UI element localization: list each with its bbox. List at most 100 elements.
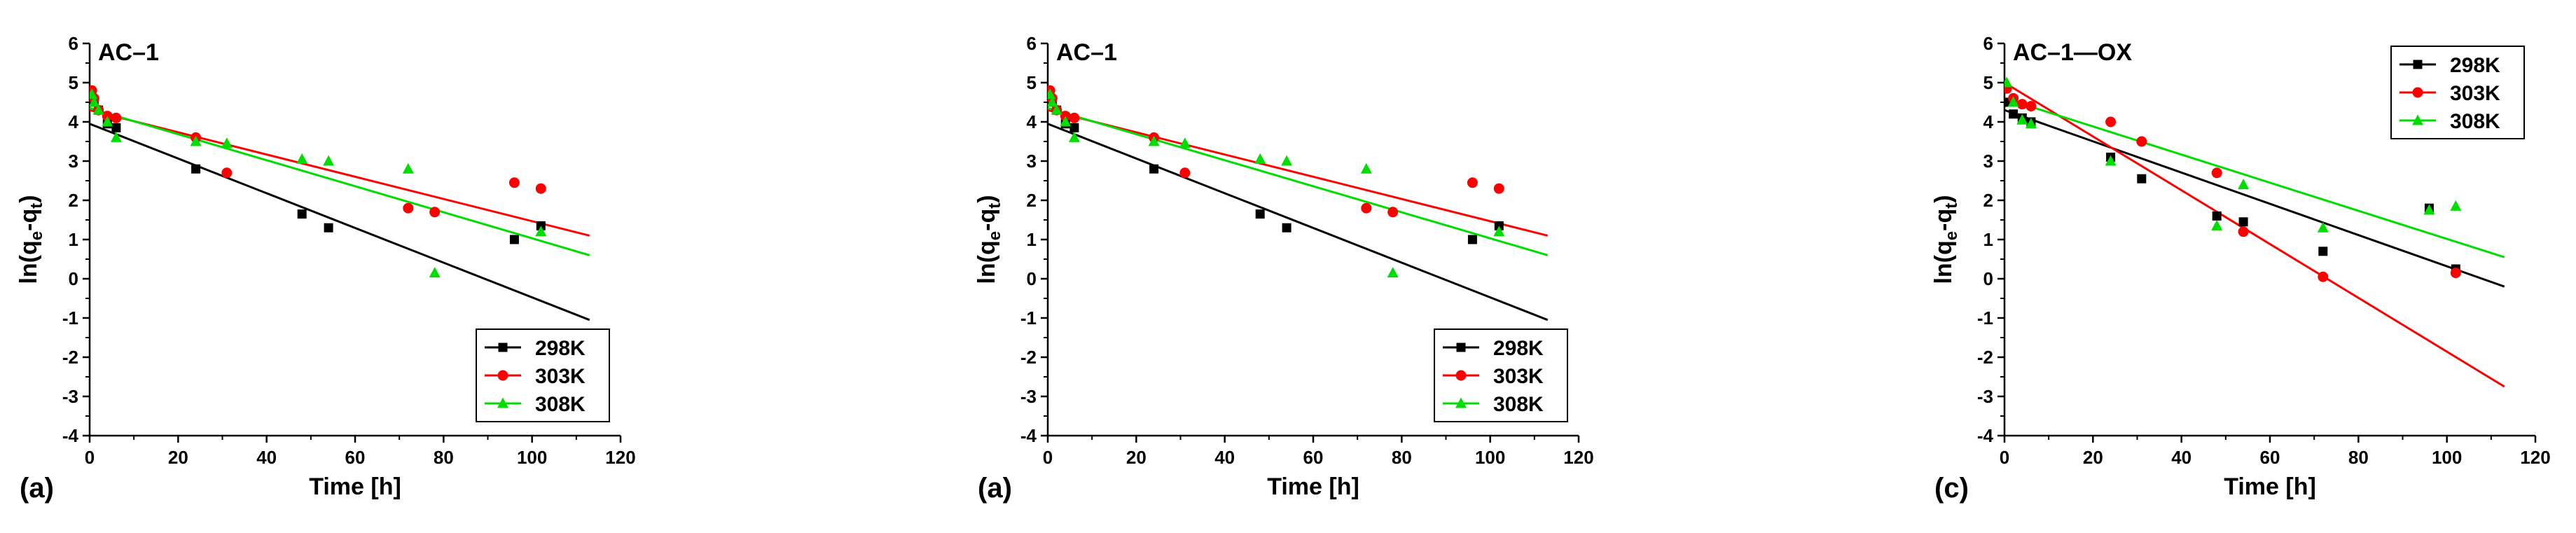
panel-title: AC–1—OX [2013,39,2132,66]
legend-marker-308K [2412,114,2423,125]
x-tick-label: 80 [434,447,454,468]
x-tick-label: 60 [2260,447,2280,468]
data-point-308K [1048,88,1056,99]
x-tick-label: 120 [2520,447,2550,468]
plot-area [90,85,590,321]
data-point-308K [1254,153,1266,164]
data-point-298K [2004,97,2011,107]
fit-line-303K [1048,109,1549,237]
data-point-308K [1060,116,1072,127]
data-point-308K [1068,131,1080,142]
legend: 298K 303K 308K [2390,46,2525,139]
y-tick-label: -2 [1020,347,1037,368]
panel-letter: (a) [20,473,54,504]
y-axis-title-part: ln(q [974,240,1000,284]
data-point-308K [2004,76,2013,88]
y-tick-label: 0 [69,268,78,289]
data-point-308K [1281,155,1293,166]
plot-area [1048,85,1549,321]
x-tick-label: 80 [2348,447,2369,468]
fit-line-298K [2004,109,2505,288]
y-tick-label: 3 [69,151,78,172]
fit-line-298K [90,123,590,321]
data-point-298K [2238,217,2248,227]
data-point-298K [2212,211,2222,221]
data-point-308K [2105,155,2117,166]
x-tick-label: 20 [2083,447,2103,468]
y-tick-label: -1 [1020,307,1037,328]
y-tick-label: -1 [62,307,78,328]
data-point-308K [1493,226,1505,237]
legend-label: 298K [535,337,586,360]
y-axis-title-part: e [985,231,1004,240]
data-point-298K [324,223,333,233]
y-axis-title-part: t [27,203,46,209]
data-point-298K [509,235,519,244]
data-point-303K [2136,136,2147,147]
data-point-308K [1148,135,1160,146]
x-tick-label: 100 [2432,447,2462,468]
data-point-308K [2238,179,2250,190]
legend-label: 303K [2450,82,2500,105]
y-tick-label: 2 [69,190,78,211]
legend-marker-308K [497,397,508,408]
x-tick-label: 60 [1303,447,1324,468]
y-axis-title-part: ln(q [1930,240,1957,284]
data-point-303K [403,202,414,214]
legend-label: 303K [535,365,586,388]
y-tick-label: 2 [1983,190,1993,211]
y-axis-title-part: -q [974,209,1000,231]
y-axis-title-part: -q [15,209,42,231]
data-point-303K [2105,116,2117,127]
data-point-303K [1467,177,1478,188]
data-point-308K [2317,221,2329,233]
chart-panel-2: 0 20 40 60 80 100 120 -4 -3 -2 -1 0 1 2 3 4 5 6 Time [h] ln… [974,33,1594,504]
y-tick-label: 5 [1983,72,1993,93]
y-tick-label: -3 [62,386,78,407]
x-tick-label: 0 [2000,447,2009,468]
x-tick-label: 40 [2171,447,2191,468]
legend-marker-298K [2413,60,2423,69]
data-point-303K [1361,202,1372,214]
data-point-303K [1493,183,1504,194]
y-tick-label: 3 [1027,151,1037,172]
data-point-298K [1467,235,1477,244]
data-point-308K [1179,137,1191,148]
x-axis-title: Time [h] [1267,473,1359,500]
data-point-298K [1255,209,1265,219]
data-point-303K [2026,101,2037,112]
legend: 298K 303K 308K [476,328,610,422]
data-point-308K [2016,113,2028,125]
y-tick-label: 1 [69,229,78,250]
y-tick-label: 4 [1983,111,1994,132]
legend-label: 308K [535,393,586,416]
y-axis-title-part: t [1942,203,1961,209]
y-tick-label: 4 [69,111,79,132]
data-point-298K [2009,109,2018,119]
x-tick-label: 120 [1563,447,1593,468]
x-tick-label: 100 [1475,447,1505,468]
data-point-308K [2007,96,2019,107]
y-tick-label: 2 [1027,190,1037,211]
legend-label: 308K [1493,393,1544,416]
y-tick-label: 6 [69,33,78,54]
legend-marker-303K [1455,370,1467,381]
fit-line-308K [2004,97,2505,258]
data-point-303K [508,177,520,188]
y-axis-title-part: t [985,203,1004,209]
panel-letter: (a) [978,473,1012,504]
chart-panel-1: 0 20 40 60 80 100 120 -4 -3 -2 -1 0 1 2 3 4 5 6 Time [h] ln… [15,33,636,504]
data-point-303K [535,183,546,194]
data-point-308K [1387,267,1399,278]
x-tick-label: 20 [168,447,188,468]
y-tick-label: -1 [1977,307,1993,328]
data-point-303K [2016,99,2028,110]
y-tick-label: -4 [1977,425,1994,446]
y-axis-title: ln(qe-qt) [15,195,46,284]
legend: 298K 303K 308K [1434,328,1568,422]
panel-letter: (c) [1934,473,1969,504]
data-point-298K [2137,174,2147,184]
y-tick-label: 5 [1027,72,1037,93]
x-tick-label: 20 [1126,447,1147,468]
chart-panel-3: 0 20 40 60 80 100 120 -4 -3 -2 -1 0 1 2 3 4 5 6 Time [h] ln… [1930,33,2551,504]
